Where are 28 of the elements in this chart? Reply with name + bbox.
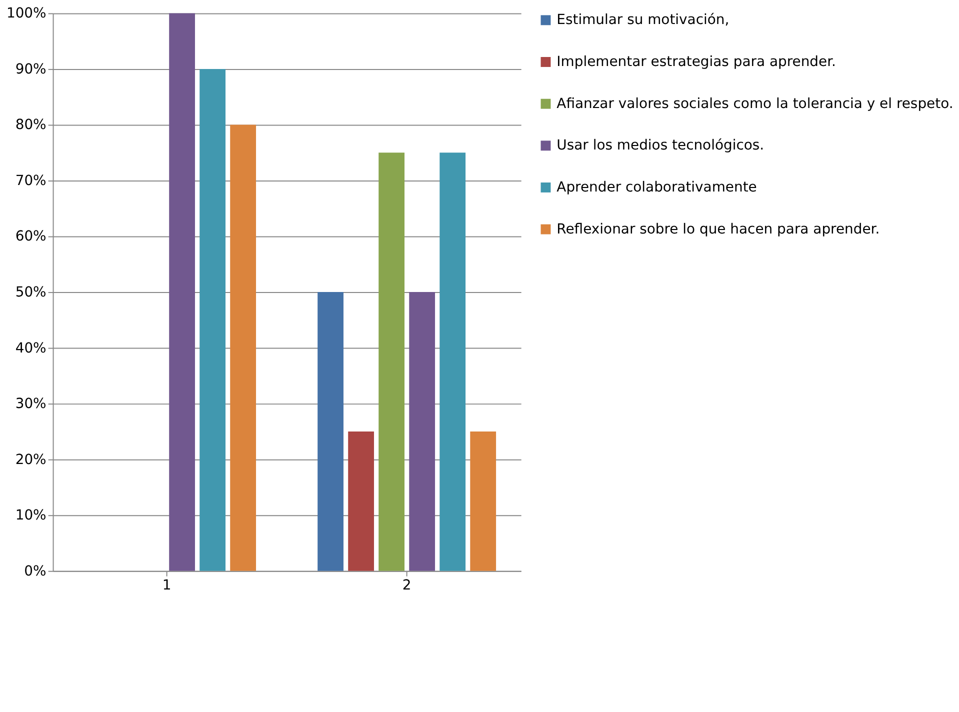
y-tick-label: 0%: [24, 563, 46, 580]
x-tick-label: 2: [402, 577, 412, 594]
y-tick-label: 100%: [6, 6, 46, 22]
x-tick-label: 1: [162, 577, 172, 594]
bar: [378, 152, 405, 571]
legend-label: Aprender colaborativamente: [556, 179, 757, 196]
y-tick-label: 70%: [15, 172, 46, 189]
legend-label: Usar los medios tecnológicos.: [556, 138, 764, 154]
bar: [230, 124, 256, 571]
y-tick-label: 20%: [15, 452, 46, 468]
bar: [318, 292, 344, 571]
legend-label: Reflexionar sobre lo que hacen para aprender.: [556, 221, 880, 238]
bar: [200, 68, 226, 571]
legend-label: Implementar estrategias para aprender.: [556, 54, 836, 70]
bar: [440, 152, 466, 571]
bar: [409, 292, 436, 571]
bar: [348, 431, 374, 571]
y-tick-label: 10%: [15, 508, 46, 524]
y-tick-label: 40%: [15, 340, 46, 356]
bar: [470, 431, 496, 571]
legend-label: Estimular su motivación,: [556, 12, 730, 28]
y-tick-label: 80%: [15, 117, 46, 134]
y-tick-label: 50%: [15, 284, 46, 301]
y-tick-label: 30%: [15, 396, 46, 412]
y-tick-label: 90%: [15, 61, 46, 78]
y-tick-label: 60%: [15, 228, 46, 245]
legend-label: Afianzar valores sociales como la tolerancia y el respeto.: [556, 96, 954, 112]
bar: [169, 13, 195, 571]
